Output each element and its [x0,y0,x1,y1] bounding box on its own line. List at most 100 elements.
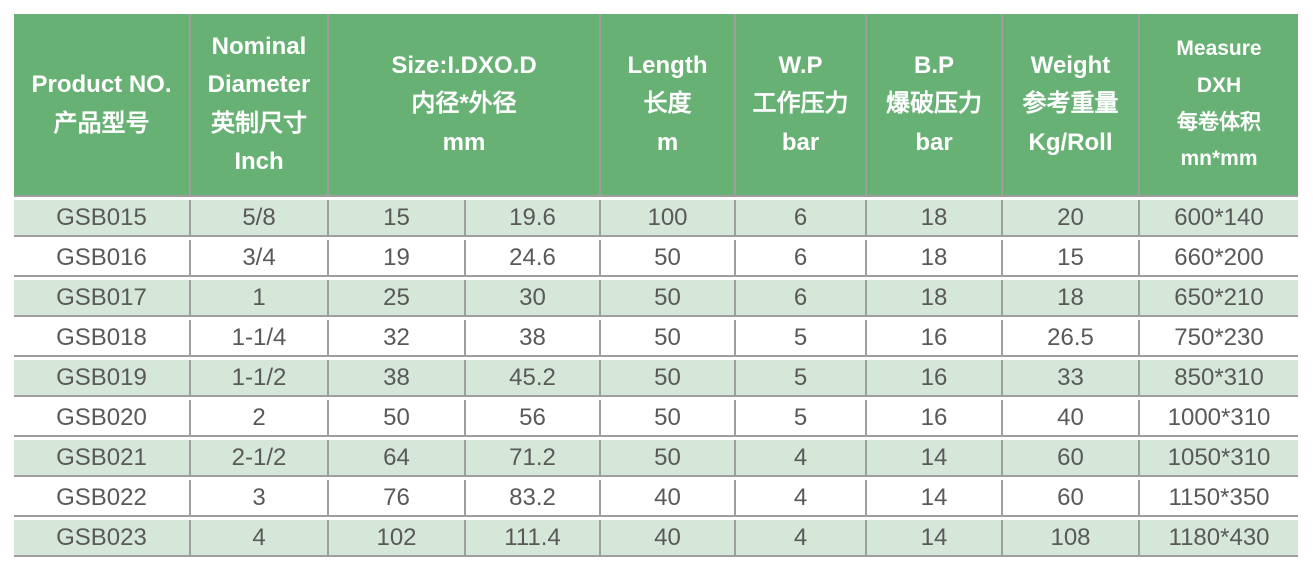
cell-weight: 18 [1003,280,1141,317]
table-row: GSB020 2 50 56 50 5 16 40 1000*310 [14,400,1299,437]
cell-wp: 6 [736,200,868,237]
cell-product-no: GSB021 [14,440,191,477]
cell-wp: 5 [736,360,868,397]
cell-nominal-diameter: 5/8 [191,200,329,237]
cell-nominal-diameter: 1 [191,280,329,317]
header-cell-bp: B.P 爆破压力 bar [867,14,1004,197]
cell-size-id: 38 [329,360,466,397]
cell-measure: 600*140 [1140,200,1299,237]
cell-weight: 60 [1003,440,1141,477]
cell-size-od: 56 [466,400,602,437]
header-cell-length: Length 长度 m [601,14,737,197]
cell-length: 50 [601,360,737,397]
cell-size-od: 19.6 [466,200,602,237]
cell-bp: 16 [867,320,1004,357]
header-cell-size: Size:I.DXO.D 内径*外径 mm [329,14,602,197]
cell-wp: 5 [736,320,868,357]
cell-nominal-diameter: 4 [191,520,329,557]
cell-weight: 40 [1003,400,1141,437]
cell-size-od: 38 [466,320,602,357]
cell-weight: 26.5 [1003,320,1141,357]
cell-size-id: 50 [329,400,466,437]
cell-product-no: GSB018 [14,320,191,357]
header-cell-weight: Weight 参考重量 Kg/Roll [1003,14,1141,197]
header-cell-product-no: Product NO. 产品型号 [14,14,191,197]
cell-bp: 18 [867,240,1004,277]
cell-nominal-diameter: 2-1/2 [191,440,329,477]
cell-length: 50 [601,400,737,437]
cell-wp: 6 [736,240,868,277]
cell-bp: 14 [867,480,1004,517]
cell-weight: 108 [1003,520,1141,557]
header-cell-wp: W.P 工作压力 bar [736,14,868,197]
cell-size-id: 76 [329,480,466,517]
cell-product-no: GSB015 [14,200,191,237]
cell-product-no: GSB023 [14,520,191,557]
cell-product-no: GSB017 [14,280,191,317]
cell-measure: 850*310 [1140,360,1299,397]
cell-nominal-diameter: 3/4 [191,240,329,277]
cell-size-id: 102 [329,520,466,557]
header-row: Product NO. 产品型号 Nominal Diameter 英制尺寸 I… [14,14,1299,197]
cell-length: 50 [601,440,737,477]
cell-nominal-diameter: 2 [191,400,329,437]
cell-measure: 1050*310 [1140,440,1299,477]
table-row: GSB022 3 76 83.2 40 4 14 60 1150*350 [14,480,1299,517]
cell-size-id: 19 [329,240,466,277]
cell-product-no: GSB016 [14,240,191,277]
cell-wp: 4 [736,480,868,517]
table-row: GSB016 3/4 19 24.6 50 6 18 15 660*200 [14,240,1299,277]
cell-measure: 650*210 [1140,280,1299,317]
cell-size-od: 45.2 [466,360,602,397]
cell-length: 40 [601,480,737,517]
table-row: GSB021 2-1/2 64 71.2 50 4 14 60 1050*310 [14,440,1299,477]
cell-size-id: 32 [329,320,466,357]
table-row: GSB015 5/8 15 19.6 100 6 18 20 600*140 [14,200,1299,237]
cell-size-od: 111.4 [466,520,602,557]
cell-wp: 6 [736,280,868,317]
table-body: GSB015 5/8 15 19.6 100 6 18 20 600*140 G… [14,200,1299,557]
cell-wp: 4 [736,440,868,477]
table-row: GSB023 4 102 111.4 40 4 14 108 1180*430 [14,520,1299,557]
cell-measure: 1000*310 [1140,400,1299,437]
cell-weight: 60 [1003,480,1141,517]
cell-nominal-diameter: 3 [191,480,329,517]
cell-length: 50 [601,320,737,357]
cell-size-od: 83.2 [466,480,602,517]
table-row: GSB017 1 25 30 50 6 18 18 650*210 [14,280,1299,317]
cell-wp: 4 [736,520,868,557]
cell-measure: 750*230 [1140,320,1299,357]
table-row: GSB018 1-1/4 32 38 50 5 16 26.5 750*230 [14,320,1299,357]
cell-bp: 14 [867,440,1004,477]
header-cell-measure: Measure DXH 每卷体积 mn*mm [1140,14,1299,197]
cell-nominal-diameter: 1-1/4 [191,320,329,357]
cell-measure: 1150*350 [1140,480,1299,517]
cell-weight: 15 [1003,240,1141,277]
cell-size-id: 25 [329,280,466,317]
cell-nominal-diameter: 1-1/2 [191,360,329,397]
cell-bp: 14 [867,520,1004,557]
cell-bp: 16 [867,360,1004,397]
cell-bp: 18 [867,200,1004,237]
cell-measure: 1180*430 [1140,520,1299,557]
header-cell-nominal-diameter: Nominal Diameter 英制尺寸 Inch [191,14,329,197]
cell-length: 50 [601,240,737,277]
cell-weight: 20 [1003,200,1141,237]
cell-length: 40 [601,520,737,557]
cell-size-od: 24.6 [466,240,602,277]
product-spec-table: Product NO. 产品型号 Nominal Diameter 英制尺寸 I… [14,11,1299,560]
table-row: GSB019 1-1/2 38 45.2 50 5 16 33 850*310 [14,360,1299,397]
cell-bp: 16 [867,400,1004,437]
cell-measure: 660*200 [1140,240,1299,277]
cell-product-no: GSB019 [14,360,191,397]
cell-size-od: 30 [466,280,602,317]
cell-wp: 5 [736,400,868,437]
cell-product-no: GSB020 [14,400,191,437]
cell-product-no: GSB022 [14,480,191,517]
cell-bp: 18 [867,280,1004,317]
cell-size-id: 15 [329,200,466,237]
cell-length: 100 [601,200,737,237]
cell-weight: 33 [1003,360,1141,397]
table-header: Product NO. 产品型号 Nominal Diameter 英制尺寸 I… [14,14,1299,197]
